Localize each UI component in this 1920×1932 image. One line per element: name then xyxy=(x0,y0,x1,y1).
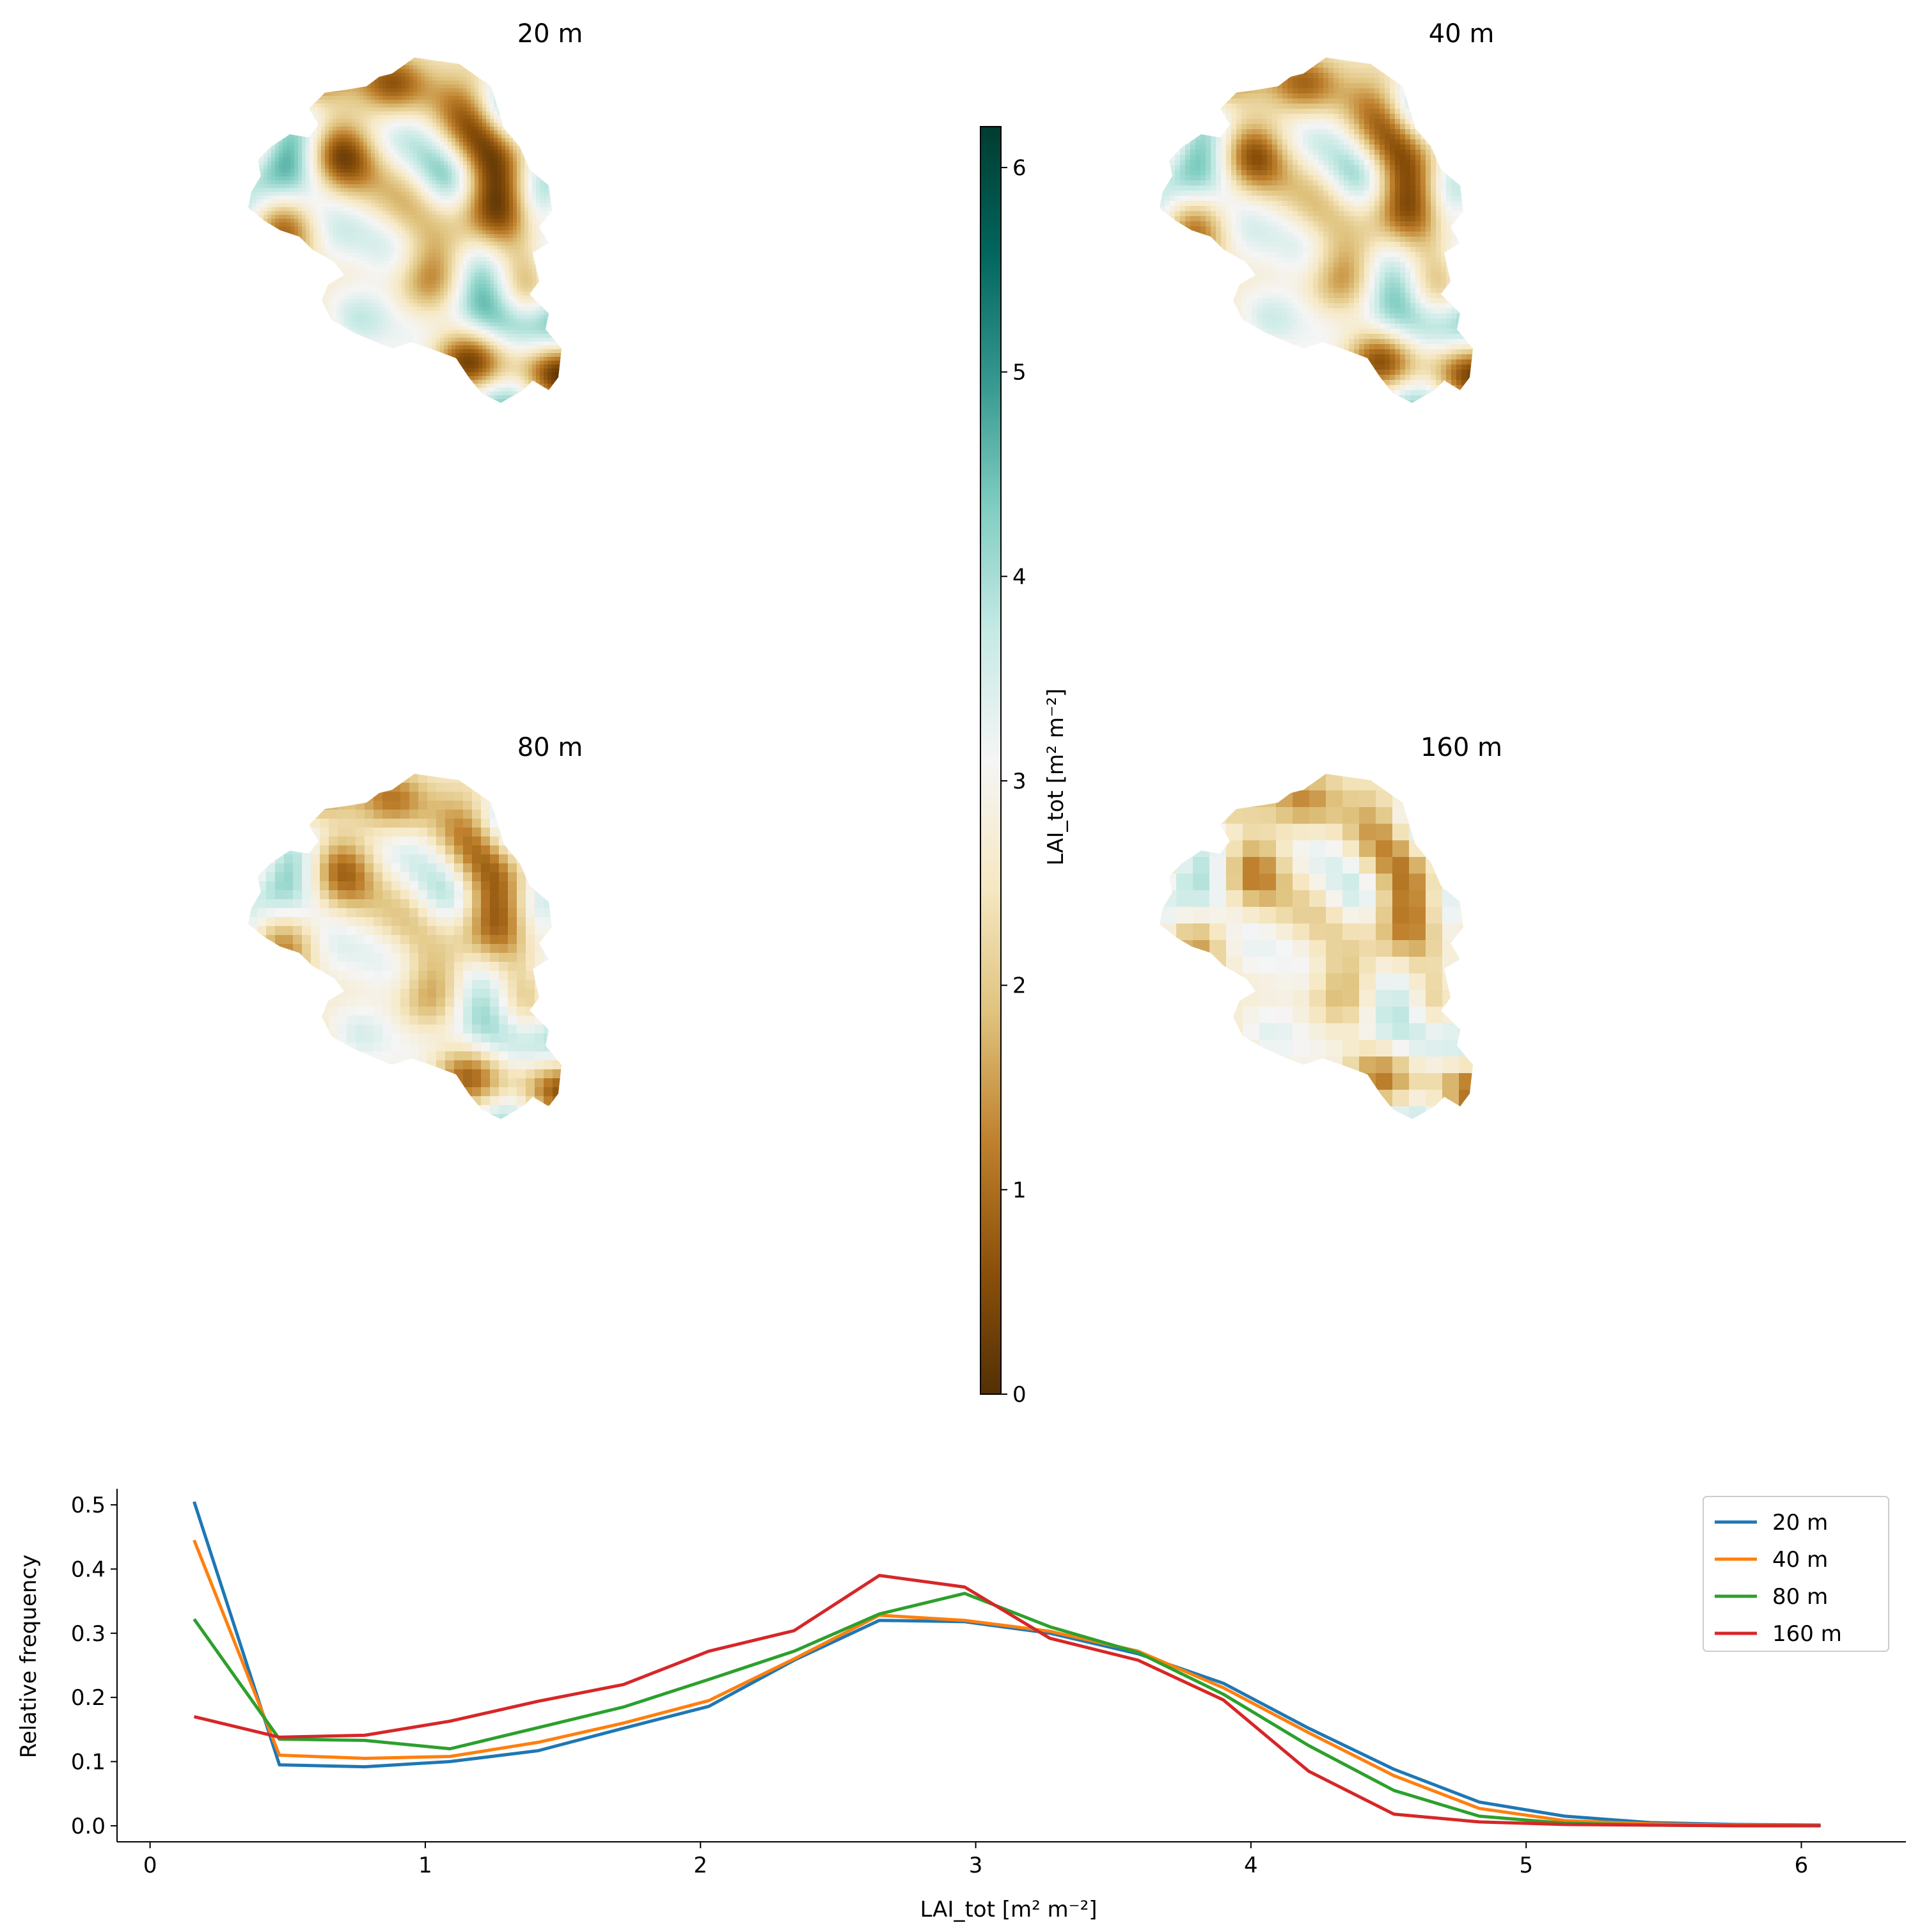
colorbar-tick-label: 6 xyxy=(1012,155,1027,181)
map-20m xyxy=(248,58,562,403)
map-40m xyxy=(1160,58,1473,403)
legend-label: 20 m xyxy=(1772,1510,1828,1535)
legend-label: 80 m xyxy=(1772,1584,1828,1610)
legend-label: 40 m xyxy=(1772,1547,1828,1573)
y-tick-label: 0.5 xyxy=(71,1493,106,1518)
chart-xlabel: LAI_tot [m² m⁻²] xyxy=(920,1897,1097,1922)
map-160m xyxy=(1160,774,1473,1119)
legend-label: 160 m xyxy=(1772,1621,1842,1647)
y-tick-label: 0.4 xyxy=(71,1557,106,1582)
x-tick-label: 1 xyxy=(418,1853,432,1878)
panel-title-40m: 40 m xyxy=(1429,19,1495,49)
x-tick-label: 6 xyxy=(1795,1853,1809,1878)
colorbar-label: LAI_tot [m² m⁻²] xyxy=(1043,688,1069,865)
y-tick-label: 0.0 xyxy=(71,1814,106,1839)
panel-title-20m: 20 m xyxy=(517,19,583,49)
map-80m xyxy=(248,774,562,1119)
panel-title-80m: 80 m xyxy=(517,733,583,762)
chart-ylabel: Relative frequency xyxy=(16,1555,42,1758)
colorbar-tick-label: 1 xyxy=(1012,1177,1027,1203)
y-tick-label: 0.3 xyxy=(71,1621,106,1647)
x-tick-label: 5 xyxy=(1519,1853,1533,1878)
x-tick-label: 3 xyxy=(969,1853,983,1878)
y-tick-label: 0.1 xyxy=(71,1750,106,1775)
x-tick-label: 0 xyxy=(143,1853,157,1878)
series-line-40m xyxy=(193,1539,1821,1828)
panel-title-160m: 160 m xyxy=(1420,733,1502,762)
series-line-80m xyxy=(193,1592,1821,1828)
x-tick-label: 4 xyxy=(1244,1853,1258,1878)
series-line-20m xyxy=(193,1501,1821,1827)
frequency-line-chart: 0 1 2 3 4 5 6 0.0 0.1 0.2 0.3 0.4 0.5 20 m 40 m 80 m 160… xyxy=(71,1489,1906,1878)
colorbar-tick-label: 0 xyxy=(1012,1382,1027,1408)
colorbar-gradient xyxy=(980,126,1002,1395)
colorbar-tick-label: 5 xyxy=(1012,360,1027,386)
colorbar-tick-label: 4 xyxy=(1012,564,1027,590)
x-tick-label: 2 xyxy=(693,1853,707,1878)
colorbar-tick-label: 2 xyxy=(1012,973,1027,999)
colorbar-tick-label: 3 xyxy=(1012,769,1027,794)
colorbar: 0 1 2 3 4 5 6 xyxy=(980,126,1027,1408)
y-tick-label: 0.2 xyxy=(71,1685,106,1711)
series-line-160m xyxy=(193,1574,1821,1828)
chart-legend: 20 m 40 m 80 m 160 m xyxy=(1703,1496,1889,1652)
